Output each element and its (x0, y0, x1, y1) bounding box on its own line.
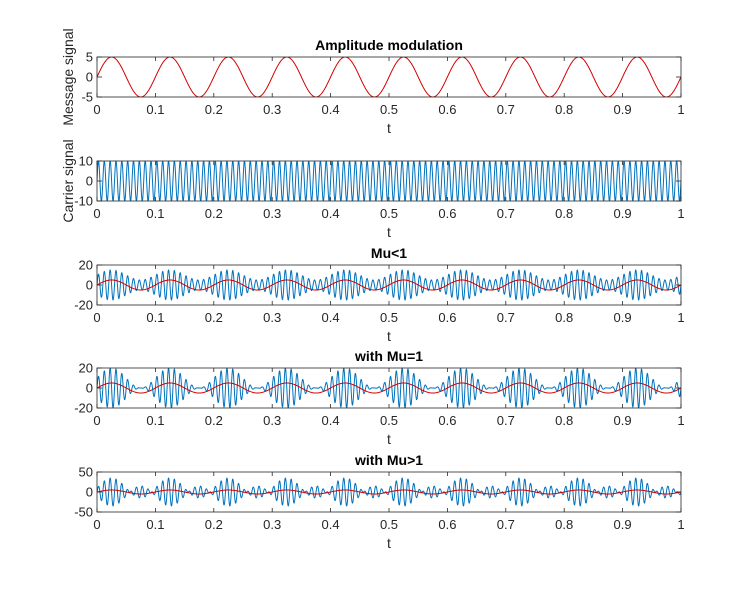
x-tick-label: 0.1 (146, 206, 164, 221)
series-line-2 (97, 279, 681, 291)
subplot-1: 0 0.1 0.2 0.3 0.4 0.5 0.6 0.7 0.8 0.9 1-505tMessag… (60, 28, 685, 136)
series-line-1 (97, 57, 681, 97)
y-tick-label: 0 (86, 381, 93, 396)
x-tick-label: 0.8 (555, 517, 573, 532)
x-tick-label: 1 (677, 310, 684, 325)
x-tick-label: 0.2 (205, 310, 223, 325)
y-tick-label: -5 (81, 90, 93, 105)
y-axis-label: Message signal (60, 28, 76, 125)
x-tick-label: 0.1 (146, 413, 164, 428)
x-axis-label: t (387, 535, 391, 551)
x-tick-label: 0.3 (263, 206, 281, 221)
x-tick-label: 0.7 (497, 206, 515, 221)
subplot-title: with Mu>1 (354, 452, 423, 468)
x-tick-label: 0.5 (380, 310, 398, 325)
x-tick-label: 0.9 (614, 206, 632, 221)
y-tick-label: -10 (74, 194, 93, 209)
x-tick-label: 0.6 (438, 517, 456, 532)
series-line-2 (97, 382, 681, 394)
y-tick-label: 5 (86, 50, 93, 65)
x-tick-label: 0.6 (438, 413, 456, 428)
x-tick-label: 1 (677, 413, 684, 428)
x-tick-label: 0.2 (205, 413, 223, 428)
y-tick-label: 50 (79, 465, 93, 480)
y-axis-label: Carrier signal (60, 139, 76, 222)
x-tick-label: 1 (677, 102, 684, 117)
x-tick-label: 0 (93, 310, 100, 325)
x-tick-label: 0.3 (263, 310, 281, 325)
x-tick-label: 0.1 (146, 102, 164, 117)
x-tick-label: 0.7 (497, 517, 515, 532)
subplot-stack: 0 0.1 0.2 0.3 0.4 0.5 0.6 0.7 0.8 0.9 1-505tMessag… (60, 28, 685, 551)
x-tick-label: 0.4 (322, 102, 340, 117)
x-axis-label: t (387, 120, 391, 136)
x-tick-label: 0.9 (614, 517, 632, 532)
x-tick-label: 0.4 (322, 517, 340, 532)
x-tick-label: 0.8 (555, 413, 573, 428)
x-tick-label: 0.2 (205, 517, 223, 532)
subplot-title: Amplitude modulation (315, 37, 463, 53)
y-tick-label: 0 (86, 70, 93, 85)
x-tick-label: 0.3 (263, 517, 281, 532)
x-tick-label: 0.6 (438, 102, 456, 117)
x-tick-label: 0.1 (146, 310, 164, 325)
x-tick-label: 0 (93, 517, 100, 532)
y-tick-label: -20 (74, 298, 93, 313)
x-axis-label: t (387, 328, 391, 344)
x-tick-label: 1 (677, 517, 684, 532)
x-tick-label: 0.4 (322, 310, 340, 325)
x-tick-label: 0.5 (380, 102, 398, 117)
x-tick-label: 0.7 (497, 310, 515, 325)
x-tick-label: 0.8 (555, 206, 573, 221)
series-line-1 (97, 161, 681, 201)
x-tick-label: 0.4 (322, 413, 340, 428)
subplot-2: 0 0.1 0.2 0.3 0.4 0.5 0.6 0.7 0.8 0.9 1-10010tCarr… (60, 139, 685, 240)
subplot-5: 0 0.1 0.2 0.3 0.4 0.5 0.6 0.7 0.8 0.9 1-50050twith… (74, 452, 684, 551)
x-tick-label: 0.3 (263, 102, 281, 117)
x-axis-label: t (387, 224, 391, 240)
subplot-title: Mu<1 (371, 245, 407, 261)
x-tick-label: 0.9 (614, 102, 632, 117)
x-tick-label: 0.9 (614, 310, 632, 325)
y-tick-label: 20 (79, 361, 93, 376)
y-tick-label: -50 (74, 505, 93, 520)
x-tick-label: 0.8 (555, 310, 573, 325)
x-tick-label: 0 (93, 102, 100, 117)
x-axis-label: t (387, 431, 391, 447)
x-tick-label: 0.7 (497, 413, 515, 428)
x-tick-label: 0.6 (438, 206, 456, 221)
x-tick-label: 0.8 (555, 102, 573, 117)
x-tick-label: 0 (93, 413, 100, 428)
x-tick-label: 0.3 (263, 413, 281, 428)
subplot-title: with Mu=1 (354, 348, 423, 364)
x-tick-label: 0.6 (438, 310, 456, 325)
x-tick-label: 1 (677, 206, 684, 221)
x-tick-label: 0.5 (380, 517, 398, 532)
x-tick-label: 0.5 (380, 206, 398, 221)
x-tick-label: 0.1 (146, 517, 164, 532)
x-tick-label: 0.4 (322, 206, 340, 221)
x-tick-label: 0.7 (497, 102, 515, 117)
y-tick-label: -20 (74, 401, 93, 416)
x-tick-label: 0 (93, 206, 100, 221)
y-tick-label: 20 (79, 258, 93, 273)
y-tick-label: 0 (86, 485, 93, 500)
x-tick-label: 0.2 (205, 206, 223, 221)
x-tick-label: 0.2 (205, 102, 223, 117)
x-tick-label: 0.9 (614, 413, 632, 428)
series-line-2 (97, 489, 681, 495)
y-tick-label: 10 (79, 154, 93, 169)
y-tick-label: 0 (86, 278, 93, 293)
y-tick-label: 0 (86, 174, 93, 189)
subplot-4: 0 0.1 0.2 0.3 0.4 0.5 0.6 0.7 0.8 0.9 1-20020twith… (74, 348, 684, 447)
x-tick-label: 0.5 (380, 413, 398, 428)
